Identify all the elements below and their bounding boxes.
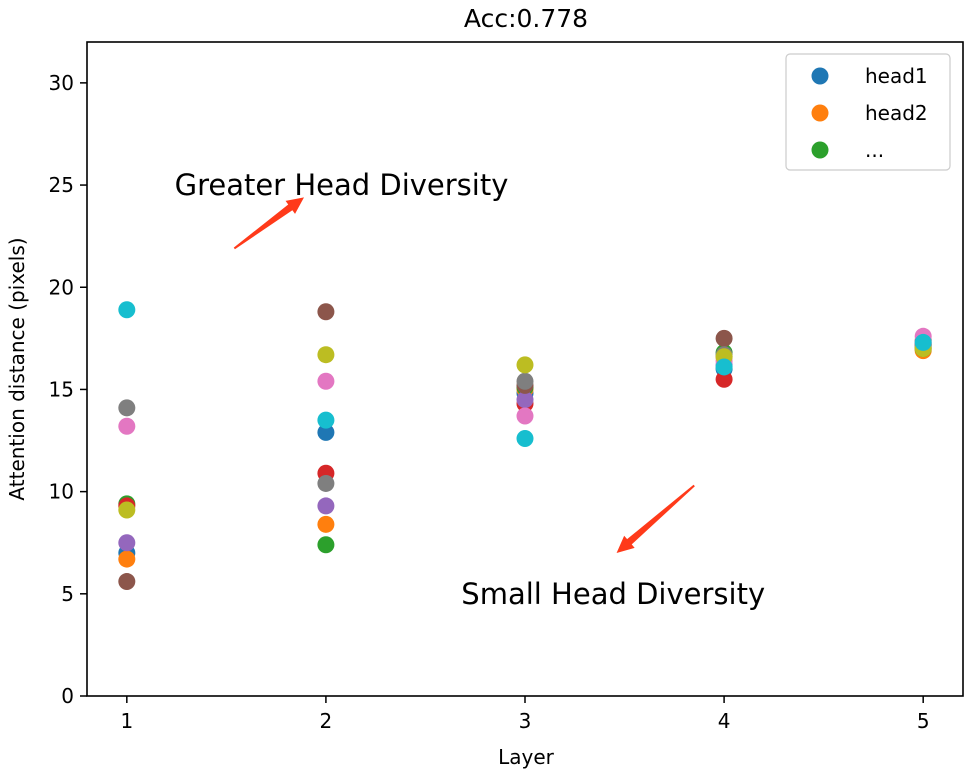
y-tick-label: 25 xyxy=(49,173,74,197)
legend-marker xyxy=(811,141,829,159)
data-point-head10 xyxy=(516,429,534,447)
data-point-head3 xyxy=(317,536,335,554)
data-point-head7 xyxy=(118,417,136,435)
data-point-head10 xyxy=(715,358,733,376)
annotation-arrow xyxy=(616,484,695,553)
data-point-head9 xyxy=(317,346,335,364)
data-point-head10 xyxy=(118,301,136,319)
data-point-head2 xyxy=(317,515,335,533)
data-point-head5 xyxy=(516,391,534,409)
data-point-head9 xyxy=(118,501,136,519)
legend-label: ... xyxy=(865,138,884,162)
data-point-head7 xyxy=(516,407,534,425)
legend-label: head1 xyxy=(865,64,928,88)
x-axis-label: Layer xyxy=(498,745,555,769)
y-tick-label: 15 xyxy=(49,377,74,401)
legend-box xyxy=(785,53,951,171)
x-tick-label: 1 xyxy=(120,709,133,733)
x-axis-ticks: 1 2 3 4 5 xyxy=(120,696,930,733)
y-tick-label: 20 xyxy=(49,275,74,299)
data-points xyxy=(118,301,932,591)
x-tick-label: 3 xyxy=(519,709,532,733)
data-point-head8 xyxy=(516,372,534,390)
data-point-head6 xyxy=(317,303,335,321)
legend-marker xyxy=(811,67,829,85)
y-axis-label: Attention distance (pixels) xyxy=(5,237,29,500)
data-point-head8 xyxy=(317,474,335,492)
annotations: Greater Head Diversity Small Head Diversi… xyxy=(175,168,766,611)
data-point-head1 xyxy=(317,423,335,441)
data-point-head2 xyxy=(118,550,136,568)
legend: head1 head2... xyxy=(785,53,951,171)
data-point-head6 xyxy=(118,573,136,591)
legend-label: head2 xyxy=(865,101,928,125)
annotation-arrow xyxy=(233,197,305,250)
y-tick-label: 30 xyxy=(49,71,74,95)
annotation-text: Small Head Diversity xyxy=(461,577,765,611)
x-tick-label: 4 xyxy=(718,709,731,733)
data-point-head10 xyxy=(914,333,932,351)
data-point-head6 xyxy=(715,329,733,347)
y-tick-label: 5 xyxy=(61,582,74,606)
y-tick-label: 10 xyxy=(49,480,74,504)
data-point-head8 xyxy=(118,399,136,417)
chart-title: Acc:0.778 xyxy=(464,4,588,33)
x-tick-label: 2 xyxy=(320,709,333,733)
data-point-head9 xyxy=(516,356,534,374)
y-axis-ticks: 0 5 10 15 20 25 30 xyxy=(49,71,87,708)
data-point-head7 xyxy=(317,372,335,390)
y-tick-label: 0 xyxy=(61,684,74,708)
data-point-head5 xyxy=(317,497,335,515)
annotation-text: Greater Head Diversity xyxy=(175,168,509,202)
data-point-head10 xyxy=(317,411,335,429)
x-tick-label: 5 xyxy=(917,709,930,733)
legend-marker xyxy=(811,104,829,122)
data-point-head5 xyxy=(118,534,136,552)
data-point-head4 xyxy=(715,370,733,388)
